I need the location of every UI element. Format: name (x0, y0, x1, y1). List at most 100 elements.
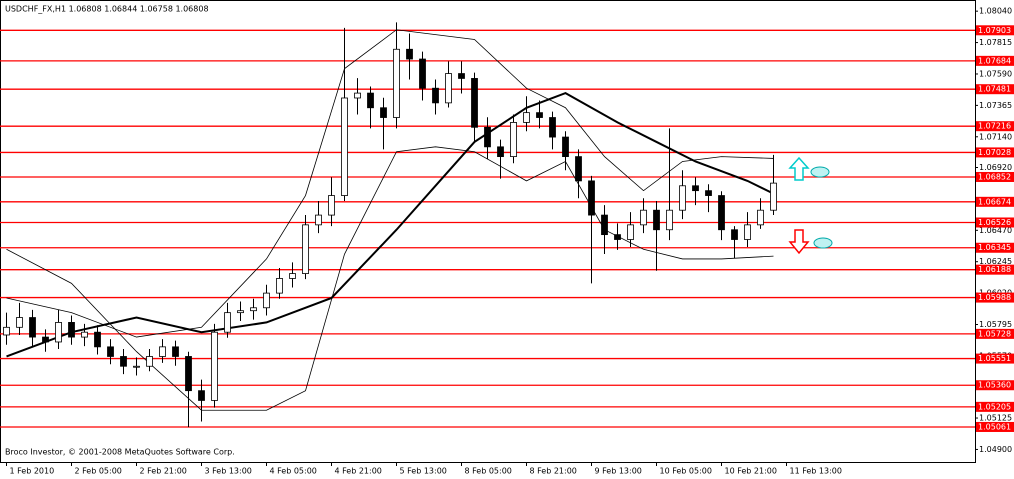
level-label-box (976, 196, 1014, 207)
candle-body (510, 122, 517, 158)
candle-body (107, 346, 114, 357)
level-label: 1.05205 (978, 402, 1011, 411)
level-label: 1.07903 (978, 26, 1011, 35)
level-label-box (976, 55, 1014, 66)
candle-body (289, 273, 296, 279)
candle-body (445, 73, 452, 104)
candle-body (302, 224, 309, 274)
y-tick-label: 1.07590 (979, 69, 1012, 78)
level-label-box (976, 264, 1014, 275)
x-tick-label: 3 Feb 13:00 (205, 467, 252, 476)
x-tick-label: 10 Feb 05:00 (660, 467, 712, 476)
y-tick-label: 1.05795 (979, 320, 1012, 329)
chart-title: USDCHF_FX,H1 1.06808 1.06844 1.06758 1.0… (5, 5, 209, 14)
candle-body (497, 146, 504, 158)
level-label-box (976, 121, 1014, 132)
candle-body (523, 112, 530, 123)
y-tick-label: 1.07365 (979, 101, 1012, 110)
candle-body (666, 209, 673, 231)
level-label: 1.07028 (978, 148, 1011, 157)
x-tick-label: 5 Feb 13:00 (400, 467, 447, 476)
x-tick-label: 2 Feb 05:00 (75, 467, 122, 476)
candle-body (341, 97, 348, 196)
candle-body (562, 136, 569, 158)
footer: Broco Investor, © 2001-2008 MetaQuotes S… (5, 448, 235, 457)
level-label: 1.06852 (978, 172, 1011, 181)
candle-body (653, 209, 660, 231)
x-tick-label: 9 Feb 13:00 (595, 467, 642, 476)
candle-body (94, 331, 101, 348)
y-tick-label: 1.08040 (979, 7, 1012, 16)
candle-body (211, 331, 218, 401)
level-label-box (976, 147, 1014, 158)
candle-body (354, 92, 361, 99)
candle-body (627, 224, 634, 240)
level-label: 1.05728 (978, 329, 1011, 338)
x-tick-label: 2 Feb 21:00 (140, 467, 187, 476)
level-label: 1.05360 (978, 381, 1011, 390)
bollinger-upper (6, 29, 774, 338)
candle-body (471, 78, 478, 128)
candle-body (315, 214, 322, 226)
level-label: 1.05551 (978, 354, 1011, 363)
level-label-box (976, 380, 1014, 391)
candle-body (146, 356, 153, 367)
candle-body (692, 185, 699, 192)
level-label-box (976, 242, 1014, 253)
candle-body (3, 326, 10, 336)
level-label: 1.07216 (978, 122, 1011, 131)
x-tick-label: 10 Feb 21:00 (725, 467, 777, 476)
candle-body (328, 195, 335, 216)
level-label: 1.05988 (978, 293, 1011, 302)
y-tick-label: 1.05125 (979, 414, 1012, 423)
candle-body (640, 209, 647, 226)
candle-body (484, 126, 491, 148)
level-label-box (976, 292, 1014, 303)
candle-body (172, 346, 179, 357)
candle-body (679, 185, 686, 211)
candle-body (744, 224, 751, 240)
candle-body (198, 390, 205, 401)
candle-body (419, 58, 426, 89)
candle-body (224, 312, 231, 333)
x-tick-label: 8 Feb 05:00 (465, 467, 512, 476)
level-label: 1.05061 (978, 422, 1011, 431)
x-tick-label: 4 Feb 05:00 (270, 467, 317, 476)
level-label: 1.06345 (978, 243, 1011, 252)
hand-icon (813, 237, 833, 249)
plot-area (0, 0, 976, 463)
candle-body (536, 112, 543, 118)
hand-icon (810, 166, 830, 178)
moving-average (6, 91, 774, 358)
candle-body (601, 214, 608, 236)
y-tick-label: 1.07815 (979, 38, 1012, 47)
level-label-box (976, 328, 1014, 339)
x-tick-label: 1 Feb 2010 (10, 467, 55, 476)
level-label-box (976, 353, 1014, 364)
candle-body (367, 92, 374, 109)
candle-body (42, 336, 49, 343)
y-tick-label: 1.06920 (979, 163, 1012, 172)
y-tick-label: 1.07140 (979, 132, 1012, 141)
x-tick-label: 11 Feb 13:00 (790, 467, 842, 476)
candle-body (614, 234, 621, 240)
candle-body (185, 356, 192, 392)
candle-body (29, 317, 36, 338)
candle-body (575, 156, 582, 182)
level-label-box (976, 171, 1014, 182)
candle-body (159, 346, 166, 357)
up-arrow (788, 156, 810, 181)
level-label: 1.06674 (978, 197, 1011, 206)
level-label: 1.06526 (978, 218, 1011, 227)
y-tick-label: 1.04900 (979, 445, 1012, 454)
candle-body (380, 107, 387, 118)
x-tick-label: 8 Feb 21:00 (530, 467, 577, 476)
candle-body (16, 317, 23, 328)
candle-body (718, 195, 725, 231)
candle-body (263, 292, 270, 309)
candle-body (731, 229, 738, 240)
y-tick-label: 1.06245 (979, 257, 1012, 266)
candle-body (133, 365, 140, 368)
plot-layer (0, 22, 975, 428)
level-label: 1.06188 (978, 265, 1011, 274)
